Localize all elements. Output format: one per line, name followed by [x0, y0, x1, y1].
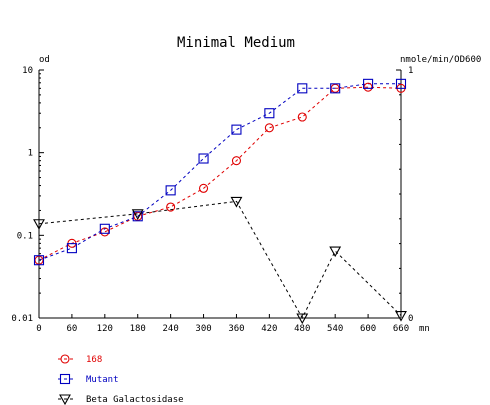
x-tick-label: 60: [66, 324, 77, 334]
data-point-168: [231, 156, 242, 166]
data-point-mutant: [99, 223, 110, 234]
data-point-168: [166, 202, 176, 212]
legend-label: Beta Galactosidase: [86, 395, 184, 405]
data-point-mutant: [231, 124, 242, 135]
data-point-mutant: [33, 255, 45, 266]
data-point-beta-galactosidase: [33, 219, 45, 230]
x-tick-label: 480: [294, 324, 310, 334]
series-line-168: [38, 86, 402, 261]
data-point-168: [297, 112, 307, 122]
legend-label: 168: [86, 355, 102, 365]
data-point-beta-galactosidase: [230, 196, 243, 208]
legend-label: Mutant: [86, 375, 119, 385]
data-point-mutant: [132, 211, 143, 222]
data-point-beta-galactosidase: [131, 209, 144, 220]
x-tick-label: 600: [360, 324, 376, 334]
x-tick-label: 540: [327, 324, 343, 334]
y-right-tick-label: 0: [408, 314, 413, 324]
y-right-axis-label: nmole/min/OD600: [400, 55, 481, 65]
legend-marker: [60, 354, 70, 364]
x-tick-label: 660: [393, 324, 409, 334]
data-point-mutant: [264, 108, 275, 119]
legend-marker: [59, 394, 71, 405]
series-line-mutant: [38, 83, 401, 261]
data-point-168: [198, 183, 209, 193]
axis-ticks: 0 60 120 180 240 300 360 420 480 540 600 660 0.01 0.1…: [11, 66, 413, 334]
data-point-mutant: [198, 153, 209, 164]
data-point-mutant: [330, 83, 341, 94]
data-point-mutant: [66, 243, 77, 254]
x-tick-label: 300: [195, 324, 211, 334]
chart-title: Minimal Medium: [177, 35, 295, 51]
x-tick-label: 120: [97, 324, 113, 334]
data-point-mutant: [363, 78, 374, 89]
data-point-beta-galactosidase: [296, 313, 309, 325]
x-tick-label: 360: [228, 324, 244, 334]
x-tick-label: 240: [163, 324, 179, 334]
data-point-beta-galactosidase: [329, 246, 342, 258]
legend-marker: [59, 373, 71, 385]
y-left-tick-label: 0.1: [17, 231, 33, 241]
y-left-tick-label: 0.01: [11, 314, 33, 324]
series-line-beta-galactosidase: [38, 200, 402, 320]
data-point-mutant: [395, 78, 407, 89]
series-markers: [33, 78, 407, 325]
y-left-tick-label: 1: [28, 149, 33, 159]
data-point-beta-galactosidase: [395, 310, 407, 322]
x-tick-label: 420: [261, 324, 277, 334]
x-tick-label: 0: [36, 324, 41, 334]
data-point-mutant: [297, 83, 308, 94]
x-tick-label: 180: [130, 324, 146, 334]
y-left-axis-label: od: [39, 55, 50, 65]
series-lines: [38, 83, 402, 320]
data-point-mutant: [165, 185, 176, 196]
data-point-168: [264, 123, 274, 133]
legend: 168 Mutant Beta Galactosidase: [58, 354, 184, 405]
x-axis-unit-label: mn: [419, 324, 430, 334]
y-right-tick-label: 1: [408, 66, 413, 76]
y-left-tick-label: 10: [22, 66, 33, 76]
